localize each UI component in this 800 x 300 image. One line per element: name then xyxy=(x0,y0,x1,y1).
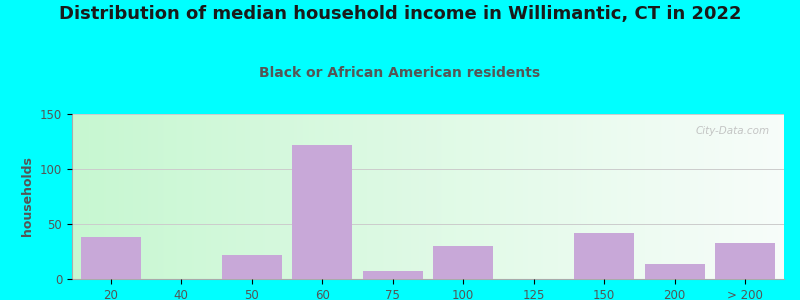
Bar xyxy=(292,145,352,279)
Bar xyxy=(574,233,634,279)
Bar xyxy=(362,271,422,279)
Bar xyxy=(222,255,282,279)
Bar xyxy=(434,246,494,279)
Bar xyxy=(81,237,141,279)
Y-axis label: households: households xyxy=(22,157,34,236)
Text: Black or African American residents: Black or African American residents xyxy=(259,66,541,80)
Text: City-Data.com: City-Data.com xyxy=(696,125,770,136)
Bar xyxy=(715,243,775,279)
Bar xyxy=(645,264,705,279)
Text: Distribution of median household income in Willimantic, CT in 2022: Distribution of median household income … xyxy=(58,4,742,22)
